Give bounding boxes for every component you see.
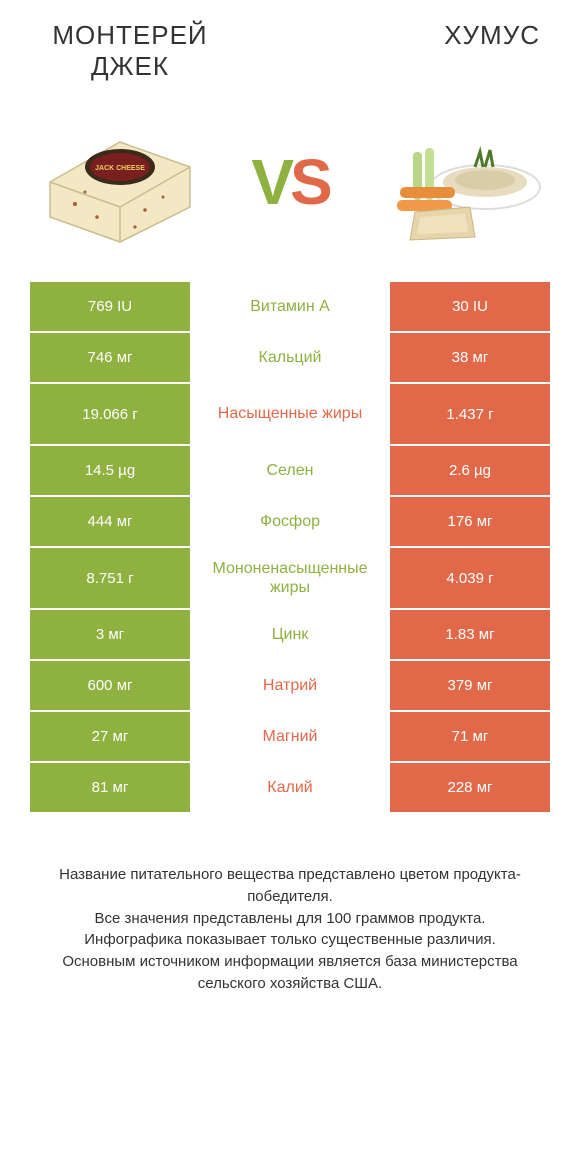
nutrient-label: Калий <box>190 763 390 812</box>
vs-s-letter: S <box>290 146 329 218</box>
footer-line: Название питательного вещества представл… <box>30 864 550 908</box>
table-row: 27 мгМагний71 мг <box>30 712 550 761</box>
vs-v-letter: V <box>251 146 290 218</box>
nutrient-label: Селен <box>190 446 390 495</box>
vs-badge: VS <box>251 145 328 219</box>
left-value-cell: 27 мг <box>30 712 190 761</box>
header: МОНТЕРЕЙ ДЖЕК ХУМУС <box>0 0 580 92</box>
nutrient-label: Мононенасыщенные жиры <box>190 548 390 608</box>
right-value-cell: 228 мг <box>390 763 550 812</box>
left-value-cell: 600 мг <box>30 661 190 710</box>
right-value-cell: 2.6 µg <box>390 446 550 495</box>
nutrient-label: Цинк <box>190 610 390 659</box>
left-value-cell: 769 IU <box>30 282 190 331</box>
table-row: 769 IUВитамин A30 IU <box>30 282 550 331</box>
right-value-cell: 30 IU <box>390 282 550 331</box>
left-value-cell: 8.751 г <box>30 548 190 608</box>
table-row: 19.066 гНасыщенные жиры1.437 г <box>30 384 550 444</box>
images-row: JACK CHEESE VS <box>0 92 580 282</box>
right-value-cell: 38 мг <box>390 333 550 382</box>
nutrient-label: Кальций <box>190 333 390 382</box>
table-row: 3 мгЦинк1.83 мг <box>30 610 550 659</box>
right-product-title: ХУМУС <box>360 20 540 82</box>
nutrient-label: Насыщенные жиры <box>190 384 390 444</box>
left-value-cell: 444 мг <box>30 497 190 546</box>
left-value-cell: 746 мг <box>30 333 190 382</box>
nutrient-label: Фосфор <box>190 497 390 546</box>
comparison-table: 769 IUВитамин A30 IU746 мгКальций38 мг19… <box>0 282 580 814</box>
right-value-cell: 176 мг <box>390 497 550 546</box>
left-value-cell: 81 мг <box>30 763 190 812</box>
left-value-cell: 14.5 µg <box>30 446 190 495</box>
table-row: 81 мгКалий228 мг <box>30 763 550 812</box>
table-row: 600 мгНатрий379 мг <box>30 661 550 710</box>
table-row: 14.5 µgСелен2.6 µg <box>30 446 550 495</box>
right-value-cell: 1.437 г <box>390 384 550 444</box>
svg-text:JACK CHEESE: JACK CHEESE <box>95 165 145 172</box>
nutrient-label: Витамин A <box>190 282 390 331</box>
footer-line: Основным источником информации является … <box>30 951 550 995</box>
left-value-cell: 19.066 г <box>30 384 190 444</box>
right-value-cell: 71 мг <box>390 712 550 761</box>
right-value-cell: 4.039 г <box>390 548 550 608</box>
table-row: 444 мгФосфор176 мг <box>30 497 550 546</box>
footer-line: Все значения представлены для 100 граммо… <box>30 908 550 930</box>
left-value-cell: 3 мг <box>30 610 190 659</box>
right-value-cell: 379 мг <box>390 661 550 710</box>
table-row: 746 мгКальций38 мг <box>30 333 550 382</box>
left-product-title: МОНТЕРЕЙ ДЖЕК <box>40 20 220 82</box>
nutrient-label: Натрий <box>190 661 390 710</box>
footer-line: Инфографика показывает только существенн… <box>30 929 550 951</box>
footer-notes: Название питательного вещества представл… <box>0 814 580 1025</box>
nutrient-label: Магний <box>190 712 390 761</box>
hummus-icon <box>375 112 545 252</box>
right-value-cell: 1.83 мг <box>390 610 550 659</box>
right-product-image <box>370 107 550 257</box>
left-product-image: JACK CHEESE <box>30 107 210 257</box>
table-row: 8.751 гМононенасыщенные жиры4.039 г <box>30 548 550 608</box>
cheese-icon: JACK CHEESE <box>35 112 205 252</box>
